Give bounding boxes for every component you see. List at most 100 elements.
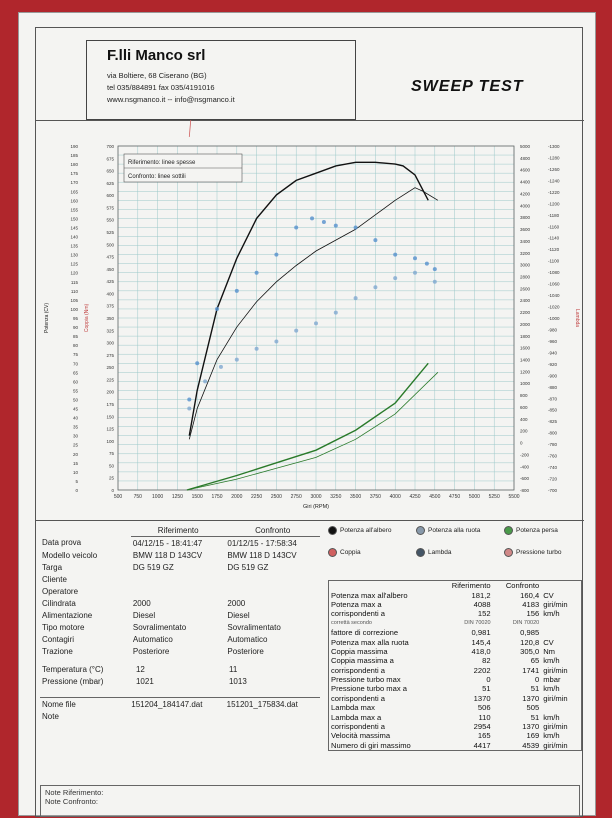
lambda-point	[187, 406, 192, 411]
info-row: Tipo motore Sovralimentato Sovralimentato	[40, 621, 320, 633]
lambda-tick-label: -1260	[548, 167, 560, 172]
lambda-point	[393, 252, 398, 257]
result-cell-unit: km/h	[543, 609, 560, 619]
legend-swatch	[328, 526, 337, 535]
info-cell-conf: BMW 118 D 143CV	[227, 550, 297, 560]
power-tick-label: 90	[73, 325, 79, 330]
lambda-point	[413, 270, 417, 275]
result-cell-conf: 1370	[522, 722, 540, 732]
lambda-tick-label: -880	[548, 385, 558, 390]
turbo-tick-label: 4200	[520, 191, 531, 196]
lambda-point	[413, 256, 417, 261]
lambda-point	[353, 296, 358, 301]
series-line	[186, 362, 429, 491]
info-cell-ref: DG 519 GZ	[132, 562, 174, 572]
info-cell-label: Modello veicolo	[42, 550, 98, 560]
info-header-row: Riferimento Confronto	[40, 524, 320, 537]
legend-label: Coppia	[340, 549, 361, 557]
file-row: Nome file 151204_184147.dat 151201_17583…	[40, 698, 320, 711]
info-cell-conf: Sovralimentato	[227, 622, 281, 632]
info-cell-conf: 2000	[227, 598, 246, 608]
turbo-tick-label: 1800	[520, 334, 531, 339]
file-ref: 151204_184147.dat	[131, 699, 203, 709]
plot-frame	[117, 145, 515, 491]
lambda-tick-label: -1000	[548, 316, 560, 321]
info-cell-label: Data prova	[42, 538, 82, 548]
comparison-note: Confronto: linee sottili	[128, 174, 186, 180]
note-ref-label: Note Riferimento:	[45, 788, 104, 797]
legend-label: Potenza all'albero	[340, 527, 392, 535]
result-cell-conf: 51	[530, 684, 540, 694]
info-cell-conf: Diesel	[227, 610, 250, 620]
lambda-tick-label: -740	[548, 465, 558, 470]
result-cell-unit	[541, 628, 581, 637]
torque-tick-label: 225	[106, 377, 114, 382]
info-cell-ref	[131, 573, 226, 585]
result-cell-unit: Nm	[543, 646, 555, 656]
file-table: Nome file 151204_184147.dat 151201_17583…	[40, 697, 320, 722]
lambda-point	[314, 321, 318, 326]
file-label: Nome file	[42, 699, 76, 709]
x-tick-label: 750	[134, 494, 143, 500]
result-cell-label: corrispondenti a	[331, 609, 386, 619]
result-cell-unit: CV	[543, 637, 554, 647]
result-cell-label: Pressione turbo max a	[331, 684, 407, 694]
power-tick-label: 120	[70, 271, 78, 276]
turbo-tick-label: 0	[520, 441, 523, 446]
result-row: corrispondenti a 152 156 km/h	[329, 609, 581, 618]
report-sheet: F.lli Manco srl via Boltiere, 68 Ciseran…	[18, 0, 596, 817]
x-tick-label: 3750	[370, 494, 381, 500]
power-tick-label: 150	[70, 216, 78, 221]
torque-axis-label: Coppia (Nm)	[84, 303, 90, 332]
power-tick-label: 160	[70, 198, 78, 203]
x-tick-label: 5500	[508, 494, 519, 500]
info-cell-ref: Sovralimentato	[132, 622, 187, 632]
lambda-tick-label: -920	[548, 362, 558, 367]
info-cell-label: Targa	[42, 562, 63, 572]
turbo-tick-label: 600	[520, 405, 528, 410]
power-tick-label: 115	[71, 280, 79, 285]
power-tick-label: 130	[70, 253, 78, 258]
turbo-tick-label: 3600	[520, 227, 531, 232]
results-header-row: Riferimento Confronto	[329, 581, 581, 590]
lambda-tick-label: -1280	[548, 155, 560, 160]
x-axis-label: Giri (RPM)	[303, 504, 329, 510]
info-cell-ref	[131, 585, 226, 597]
info-cell-conf	[225, 573, 320, 585]
result-cell-unit	[541, 619, 581, 628]
power-tick-label: 0	[75, 488, 78, 493]
result-row: Numero di giri massimo 4417 4539 giri/min	[329, 741, 581, 750]
lambda-tick-label: -700	[548, 488, 558, 493]
turbo-tick-label: 3800	[520, 215, 531, 220]
lambda-tick-label: -960	[548, 339, 558, 344]
turbo-tick-label: 3200	[520, 251, 531, 256]
info-cell-conf: 01/12/15 - 17:58:34	[227, 538, 297, 548]
x-tick-label: 4750	[449, 494, 460, 500]
x-tick-label: 1000	[152, 494, 163, 500]
file-conf: 151201_175834.dat	[226, 699, 298, 709]
company-box: F.lli Manco srl via Boltiere, 68 Ciseran…	[86, 40, 356, 120]
result-row: corrispondenti a 2202 1741 giri/min	[329, 666, 581, 675]
legend-label: Lambda	[428, 549, 452, 557]
torque-tick-label: 75	[109, 451, 115, 456]
lambda-point	[234, 357, 239, 362]
result-cell-unit: giri/min	[543, 722, 568, 732]
lambda-point	[215, 306, 219, 311]
result-cell-ref: 110	[478, 712, 491, 722]
reference-note: Riferimento: linee spesse	[128, 160, 196, 166]
x-tick-label: 1250	[172, 494, 183, 500]
result-cell-unit: mbar	[543, 675, 561, 685]
x-tick-label: 5000	[469, 494, 480, 500]
result-row: fattore di correzione 0,981 0,985	[329, 628, 581, 637]
power-tick-label: 80	[73, 343, 79, 348]
notes-box: Note Riferimento: Note Confronto:	[40, 785, 580, 817]
power-tick-label: 175	[70, 171, 78, 176]
turbo-tick-label: 2200	[520, 310, 531, 315]
torque-tick-label: 475	[106, 255, 114, 260]
info-row: Trazione Posteriore Posteriore	[40, 645, 320, 657]
result-cell-conf: 4539	[522, 740, 540, 750]
power-axis-label: Potenza (CV)	[44, 303, 50, 333]
info-cell-label: Cilindrata	[42, 598, 76, 608]
note-row: Note	[40, 710, 320, 722]
company-web: www.nsgmanco.it -- info@nsgmanco.it	[107, 95, 235, 104]
